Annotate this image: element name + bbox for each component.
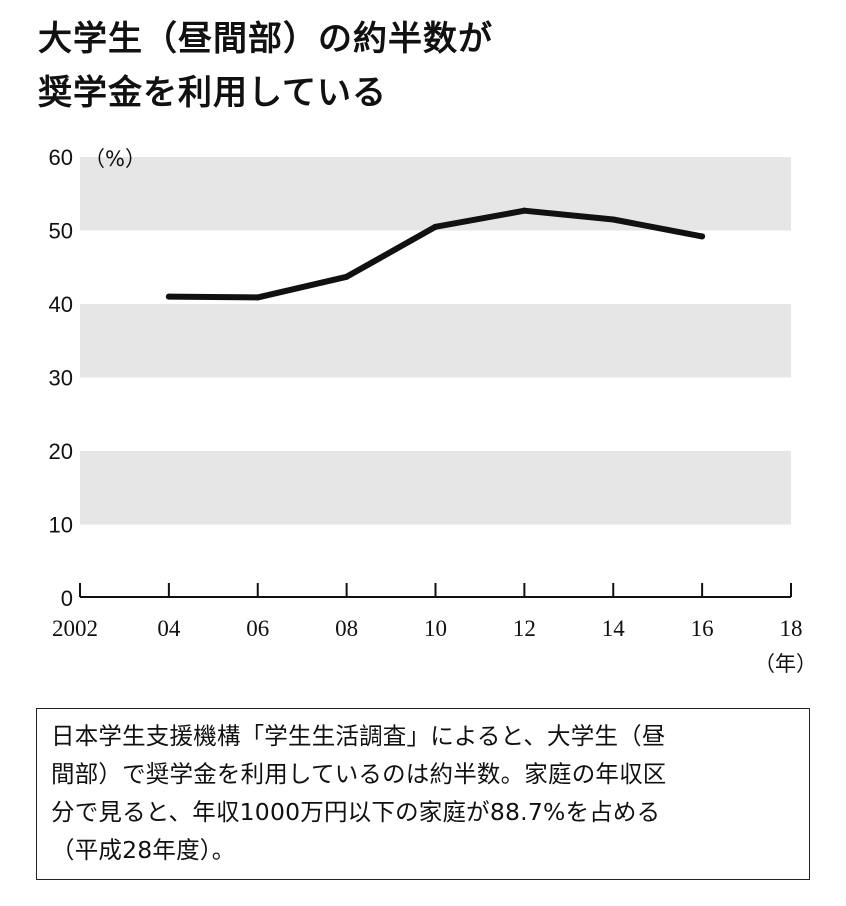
x-tick-label: 06 [246,616,269,641]
data-point [699,233,706,240]
series-group [165,207,706,301]
y-tick-label: 0 [61,586,73,611]
x-tick-label: 10 [424,616,447,641]
note-line: （平成28年度）。 [51,836,236,864]
data-point [432,223,439,230]
chart-title-line-2: 奨学金を利用している [38,73,387,113]
y-axis-ticks: 0 10 20 30 40 50 60 [49,145,73,611]
y-tick-label: 20 [49,439,73,464]
data-point [343,273,350,280]
x-tick-label: 16 [691,616,714,641]
x-tick-label: 2002 [52,616,98,641]
y-axis-unit-label: （%） [84,147,146,171]
x-tick-label: 12 [513,616,536,641]
data-point [610,216,617,223]
y-tick-label: 30 [49,366,73,391]
line-chart: 0 10 20 30 40 50 60 （%） 2002 04 06 08 10 12 14 16 18 （… [49,145,817,676]
x-tick-label: 18 [780,616,803,641]
data-point [254,294,261,301]
y-tick-label: 50 [49,219,73,244]
x-axis-unit-label: （年） [754,652,817,676]
x-tick-label: 14 [602,616,626,641]
grid-bands [80,157,791,525]
note-box: 日本学生支援機構「学生生活調査」によると、大学生（昼 間部）で奨学金を利用してい… [36,708,810,880]
note-line: 日本学生支援機構「学生生活調査」によると、大学生（昼 [51,722,666,750]
y-tick-label: 60 [49,145,73,170]
y-tick-label: 40 [49,292,73,317]
data-point [165,293,172,300]
grid-band [80,157,791,231]
note-line: 間部）で奨学金を利用しているのは約半数。家庭の年収区 [51,760,667,788]
chart-title-line-1: 大学生（昼間部）の約半数が [38,19,493,59]
x-axis: 2002 04 06 08 10 12 14 16 18 [52,583,803,641]
data-point [521,207,528,214]
grid-band [80,451,791,525]
x-tick-label: 04 [157,616,181,641]
note-line: 分で見ると、年収1000万円以下の家庭が88.7%を占める [51,798,661,826]
x-tick-label: 08 [335,616,358,641]
grid-band [80,304,791,378]
y-tick-label: 10 [49,513,73,538]
